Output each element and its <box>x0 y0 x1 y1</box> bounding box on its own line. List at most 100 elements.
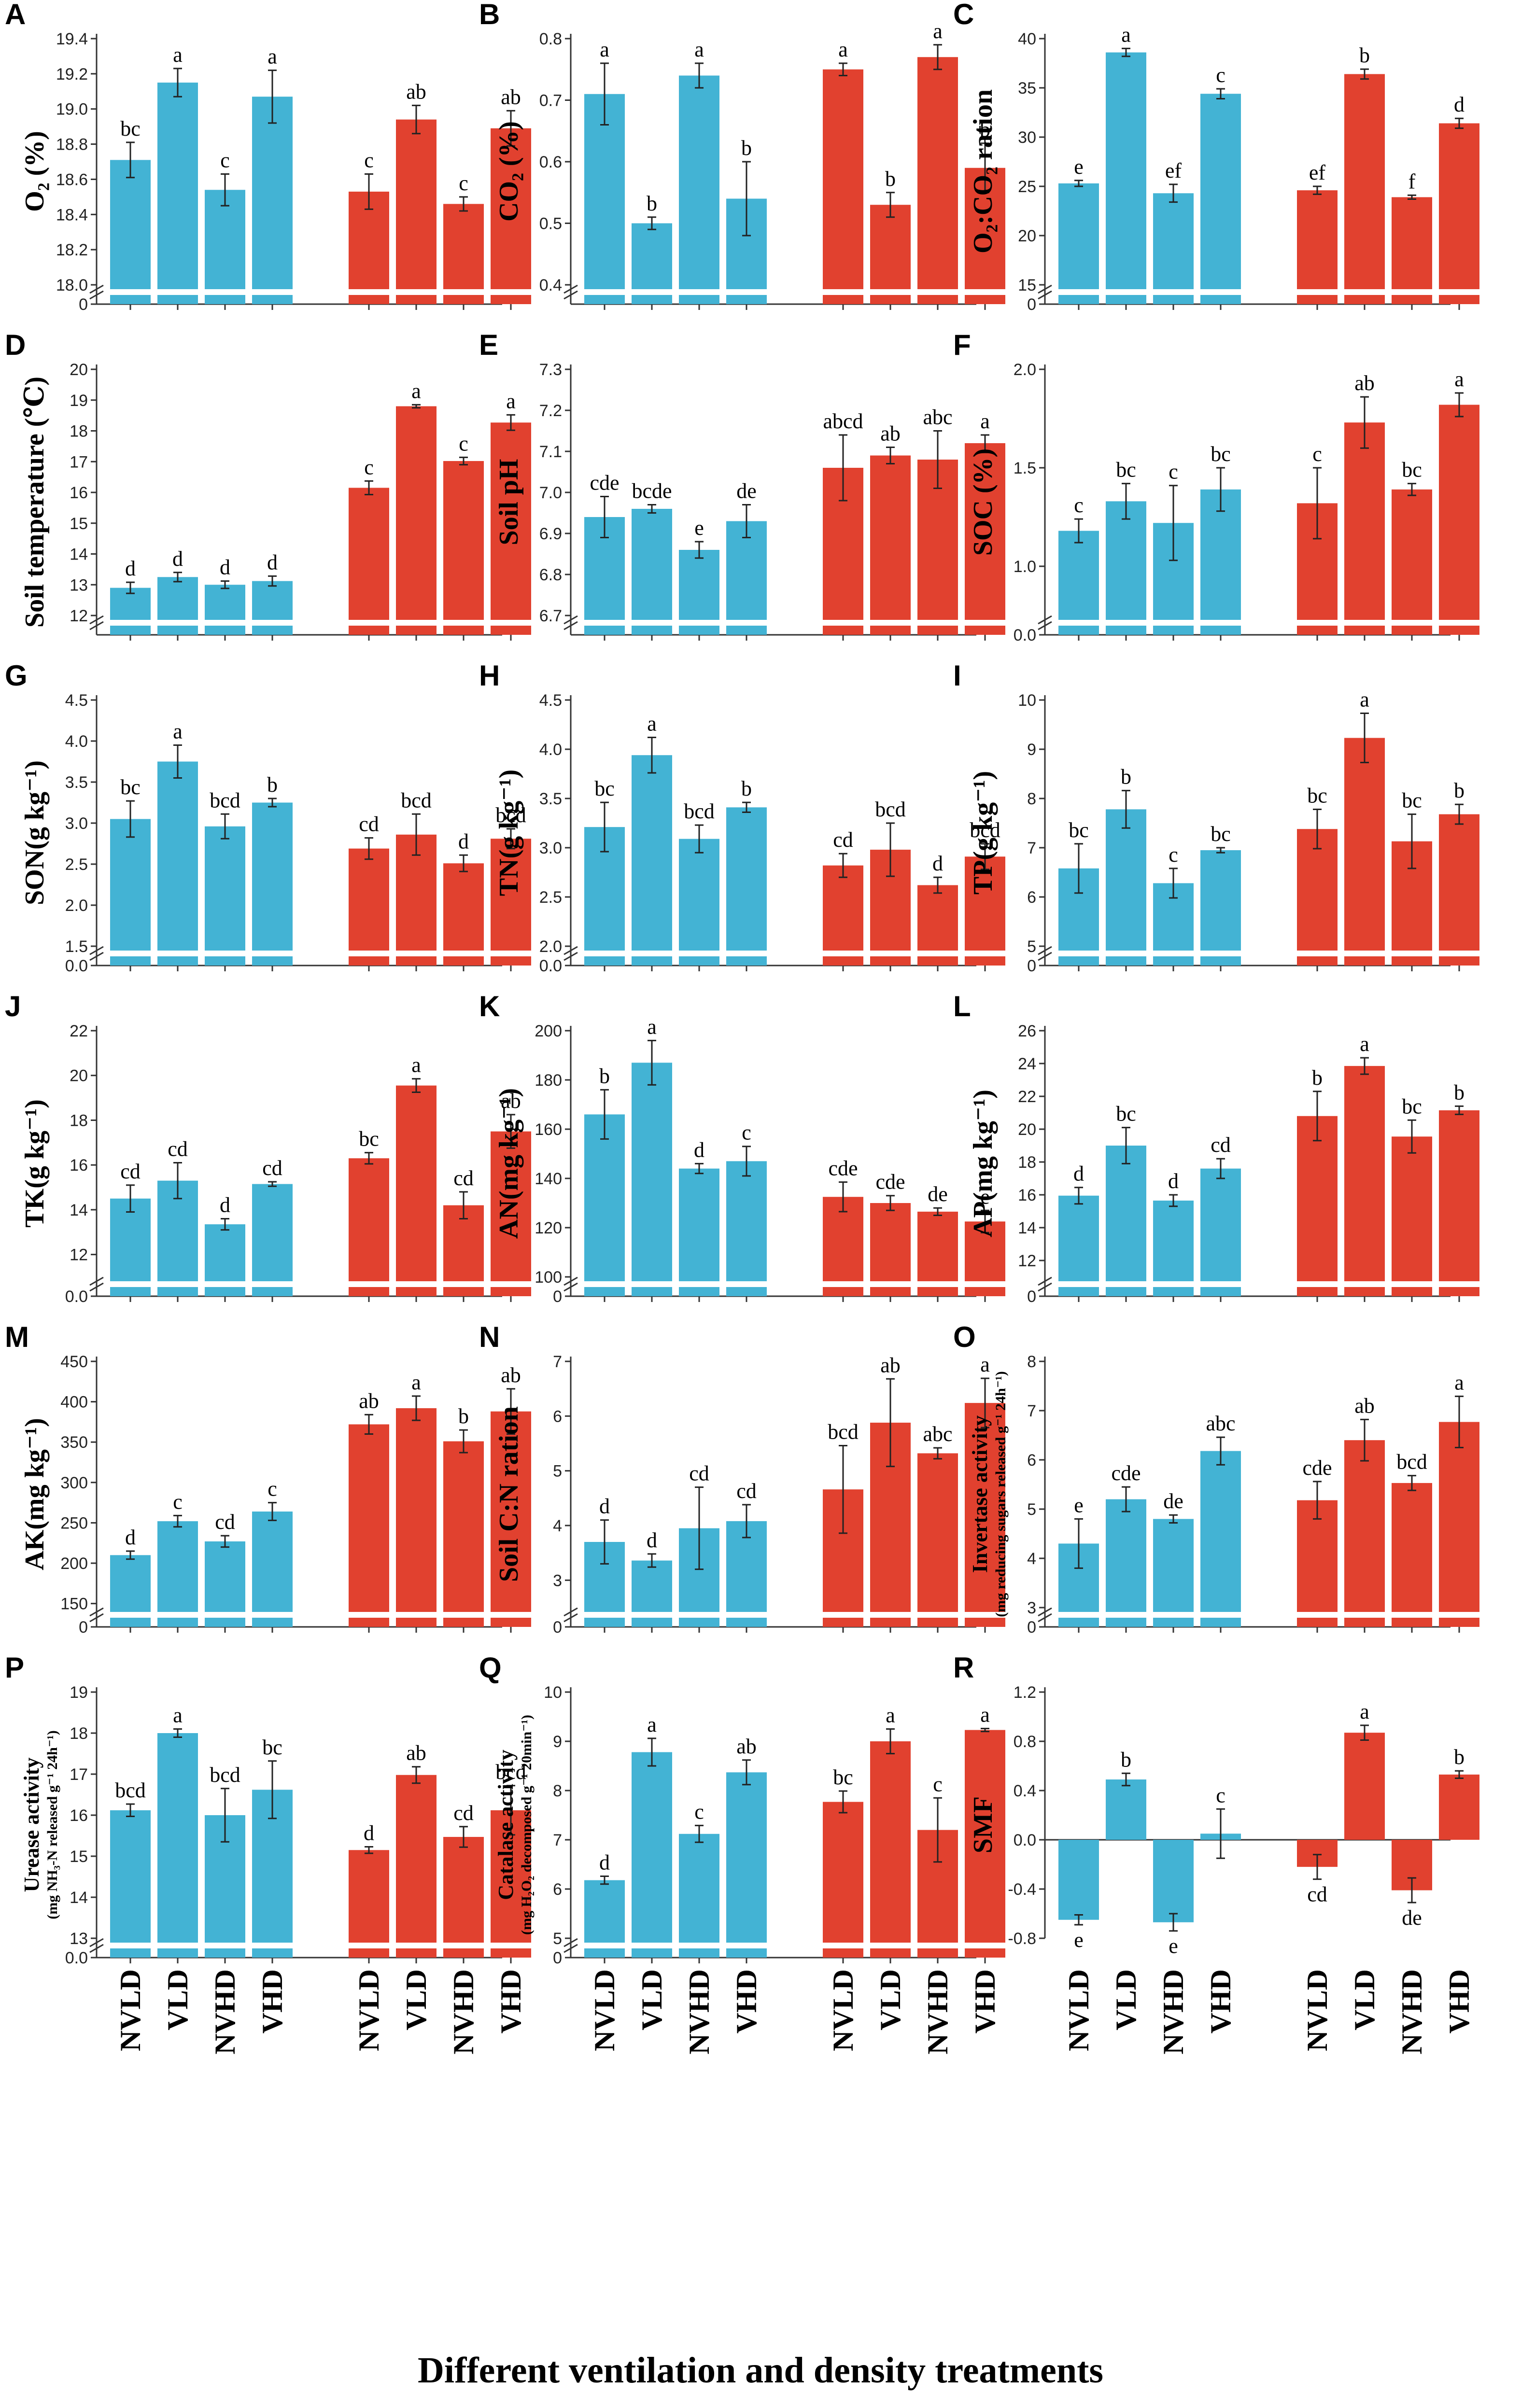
significance-letter: a <box>838 38 848 61</box>
significance-letter: cd <box>736 1479 757 1503</box>
y-tick-label: 7 <box>553 1353 562 1371</box>
bar-break-stripe <box>1105 620 1147 626</box>
bar-break-stripe <box>1343 1281 1386 1287</box>
y-tick-label: 6.9 <box>539 525 562 543</box>
panel-A: A O₂ (%) 18.0 18.2 18.4 18.6 18.8 19.0 19.2 19.4 0… <box>5 0 532 314</box>
significance-letter: c <box>694 1800 704 1823</box>
bar-break-stripe <box>916 951 959 956</box>
category-label: VLD <box>1110 1969 1142 2030</box>
bar-nvld <box>584 94 625 304</box>
y-axis-sublabel: (mg reducing sugars released g⁻¹ 24h⁻¹) <box>993 1371 1009 1617</box>
bar-nvhd <box>443 461 484 635</box>
y-tick-label: 5 <box>1027 1500 1036 1519</box>
y-tick-label: 2.0 <box>65 896 88 915</box>
significance-letter: d <box>220 1193 230 1217</box>
bar-vhd <box>1439 1422 1479 1627</box>
bar-break-stripe <box>678 951 720 956</box>
bar-nvld <box>823 865 863 966</box>
panel-letter: K <box>479 990 500 1022</box>
bar-break-stripe <box>964 1281 1006 1287</box>
significance-letter: c <box>933 1772 943 1796</box>
bar-break-stripe <box>490 620 532 626</box>
significance-letter: abc <box>923 406 952 429</box>
bar-break-stripe <box>1391 1281 1433 1287</box>
bar-break-stripe <box>631 1943 673 1948</box>
category-label: NVLD <box>114 1969 146 2051</box>
significance-letter: ab <box>501 1089 521 1113</box>
bar-break-stripe <box>725 1943 768 1948</box>
significance-letter: bc <box>1402 458 1422 482</box>
axis-break-mark <box>563 1282 578 1292</box>
category-label: VLD <box>1349 1969 1380 2030</box>
y-tick-label: 5 <box>553 1462 562 1481</box>
significance-letter: ab <box>501 85 521 109</box>
bar-nvld <box>110 160 151 304</box>
bar-break-stripe <box>1343 951 1386 956</box>
panel-letter: N <box>479 1321 500 1353</box>
bar-break-stripe <box>583 289 626 295</box>
significance-letter: cde <box>875 1170 905 1194</box>
bar-vld <box>396 119 437 305</box>
bar-nvhd <box>679 75 719 304</box>
significance-letter: b <box>1312 1066 1323 1090</box>
y-tick-label: 18.4 <box>56 206 88 224</box>
y-tick-label: 18.8 <box>56 136 88 154</box>
category-label: VLD <box>636 1969 668 2030</box>
significance-letter: c <box>220 149 230 172</box>
significance-letter: d <box>125 557 136 580</box>
bar-nvhd <box>679 839 719 966</box>
y-tick-label: 14 <box>70 1889 88 1907</box>
y-tick-label: 18 <box>70 1724 88 1743</box>
bar-break-stripe <box>251 289 294 295</box>
significance-letter: d <box>364 1821 374 1845</box>
bar-break-stripe <box>1105 951 1147 956</box>
bar-break-stripe <box>348 1281 390 1287</box>
bar-break-stripe <box>631 1612 673 1618</box>
category-label: VLD <box>400 1969 432 2030</box>
y-tick-label: 16 <box>70 1156 88 1175</box>
bar-break-stripe <box>822 1612 864 1618</box>
bar-break-stripe <box>916 620 959 626</box>
y-tick-label: 4.5 <box>539 691 562 710</box>
bar-break-stripe <box>1343 1612 1386 1618</box>
significance-letter: b <box>741 777 752 800</box>
bar-break-stripe <box>490 951 532 956</box>
significance-letter: a <box>600 38 609 61</box>
bar-vld <box>870 205 911 304</box>
y-tick-label: 9 <box>1027 741 1036 759</box>
significance-letter: a <box>980 409 990 433</box>
axis-break-mark <box>563 952 578 961</box>
bar-break-stripe <box>1438 1281 1480 1287</box>
bar-nvld <box>1058 183 1099 304</box>
significance-letter: ab <box>880 1353 901 1377</box>
bar-break-stripe <box>1152 620 1195 626</box>
significance-letter: bcde <box>632 479 672 503</box>
panel-letter: A <box>5 0 26 30</box>
bar-nvhd <box>443 863 484 966</box>
panel-letter: R <box>953 1652 974 1684</box>
bar-break-stripe <box>395 620 437 626</box>
bar-nvhd <box>1153 1840 1194 1922</box>
significance-letter: a <box>647 712 657 736</box>
bar-break-stripe <box>1438 951 1480 956</box>
axis-break-mark <box>563 1276 578 1286</box>
significance-letter: cde <box>828 1157 858 1180</box>
significance-letter: cd <box>215 1510 235 1534</box>
y-tick-label: 40 <box>1018 30 1036 48</box>
bar-nvhd <box>443 1837 484 1958</box>
y-tick-label: 0.5 <box>539 215 562 233</box>
bar-break-stripe <box>678 1943 720 1948</box>
bar-break-stripe <box>1152 289 1195 295</box>
y-tick-label: 10 <box>1018 691 1036 710</box>
category-label: VHD <box>256 1969 288 2033</box>
y-axis-label: SMF <box>968 1796 998 1853</box>
category-label: VLD <box>162 1969 194 2030</box>
category-label: NVHD <box>209 1969 241 2055</box>
axis-break-mark <box>1038 290 1052 300</box>
bar-break-stripe <box>442 1943 485 1948</box>
bar-nvhd <box>1392 197 1432 304</box>
bar-nvld <box>110 588 151 635</box>
bar-vhd <box>726 807 767 966</box>
category-label: NVHD <box>1396 1969 1428 2055</box>
